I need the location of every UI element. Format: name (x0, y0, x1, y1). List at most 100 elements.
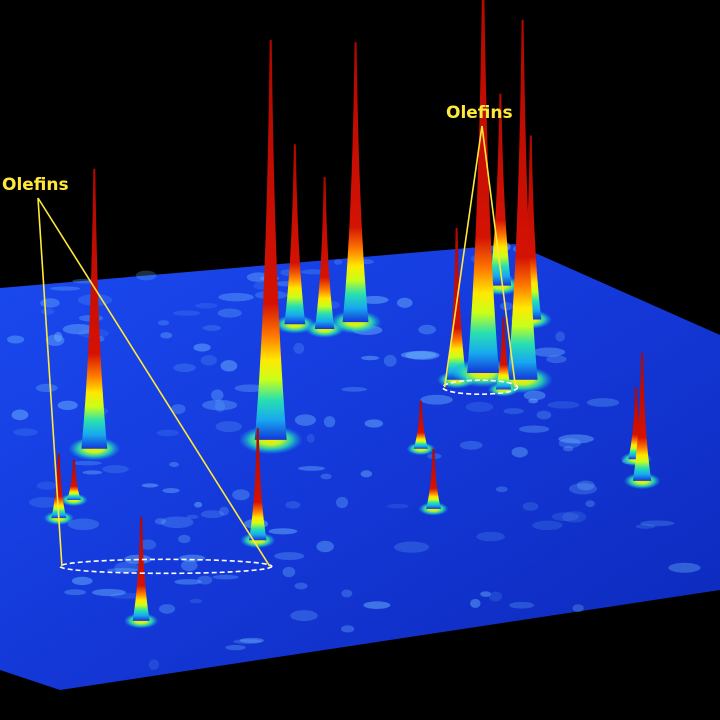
surface-streak (239, 637, 265, 643)
surface-streak (109, 592, 143, 599)
surface-streak (522, 502, 539, 511)
surface-streak (29, 496, 61, 508)
surface-streak (36, 481, 58, 490)
surface-streak (298, 466, 325, 471)
surface-streak (233, 639, 263, 644)
surface-streak (162, 487, 180, 494)
annotation-label: Olefins (446, 103, 513, 123)
peak-spike (467, 0, 500, 373)
annotation-ellipse (441, 379, 519, 396)
peaks-layer (43, 0, 661, 629)
surface-streak (640, 520, 675, 527)
peak (487, 317, 520, 397)
surface-streak (585, 500, 595, 508)
surface-streak (148, 659, 160, 670)
surface-streak (201, 399, 238, 411)
surface-streak (173, 363, 196, 373)
surface-streak (154, 518, 167, 525)
surface-streak (106, 567, 139, 573)
surface-streak (82, 470, 103, 475)
annotation-leader-line (37, 197, 63, 567)
annotation-ellipse (59, 558, 273, 575)
surface-streak (333, 259, 343, 265)
surface-streak (211, 389, 224, 401)
peak (406, 400, 436, 456)
surface-streak (35, 383, 58, 393)
surface-streak (586, 398, 620, 407)
surface-streak (558, 438, 582, 449)
surface-streak (157, 320, 170, 326)
surface-streak (193, 343, 211, 352)
surface-streak (141, 483, 159, 488)
surface-streak (282, 566, 296, 578)
surface-streak (300, 269, 327, 275)
surface-streak (341, 589, 353, 598)
surface-streak (214, 400, 226, 413)
surface-streak (572, 604, 584, 613)
surface-streak (169, 462, 179, 468)
surface-streak (306, 433, 315, 443)
surface-streak (234, 384, 266, 393)
surface-streak (232, 489, 250, 501)
surface-streak (499, 302, 514, 311)
peak-spike (507, 19, 538, 380)
surface-streak (225, 644, 246, 651)
surface-streak (285, 501, 301, 509)
surface-streak (54, 331, 63, 342)
surface-streak (393, 541, 430, 553)
peak-spike (254, 39, 287, 440)
peak (68, 168, 121, 461)
annotation-leader-line (37, 197, 271, 567)
surface-streak (215, 421, 242, 433)
surface-streak (476, 531, 505, 542)
surface-streak (360, 470, 373, 478)
surface-streak (536, 410, 552, 420)
surface-base (0, 244, 720, 690)
surface-streak (220, 360, 238, 372)
surface-streak (200, 510, 225, 519)
surface-streak (64, 589, 87, 596)
surface-streak (396, 297, 413, 308)
surface-streak (114, 561, 139, 574)
surface-streak (268, 528, 298, 535)
peak-spike (495, 317, 512, 390)
surface-streak (218, 292, 254, 302)
surface-streak (102, 465, 129, 474)
peak-spike (413, 400, 429, 449)
surface-streak (495, 486, 508, 493)
surface-streak (420, 394, 453, 405)
peak-spike (132, 516, 150, 621)
surface-streak (212, 574, 239, 580)
surface-streak (40, 308, 55, 315)
surface-streak (274, 552, 305, 561)
surface-streak (509, 601, 535, 609)
surface-streak (405, 350, 440, 360)
peak-spike (342, 42, 369, 323)
surface-streak (341, 625, 355, 633)
annotation-leader-line (443, 125, 483, 388)
surface-streak (186, 514, 199, 519)
surface-streak (160, 516, 194, 529)
peak (123, 516, 159, 629)
surface-streak (400, 351, 437, 359)
surface-streak (50, 286, 81, 291)
surface-streak (135, 270, 157, 281)
surface-streak (547, 401, 580, 409)
surface-streak (470, 598, 481, 608)
peak (329, 42, 382, 334)
surface-streak (386, 503, 409, 509)
surface-streak (336, 496, 349, 509)
surface-streak (551, 512, 580, 522)
surface-streak (361, 355, 380, 361)
peak-spike (66, 459, 81, 500)
annotation-leader-line (481, 125, 517, 388)
peak-spike (284, 144, 306, 325)
surface-streak (523, 390, 546, 401)
surface-streak (562, 511, 587, 523)
surface-streak (558, 434, 594, 444)
surface-streak (323, 416, 336, 428)
surface-streak (92, 588, 126, 597)
surface-streak (459, 440, 483, 450)
